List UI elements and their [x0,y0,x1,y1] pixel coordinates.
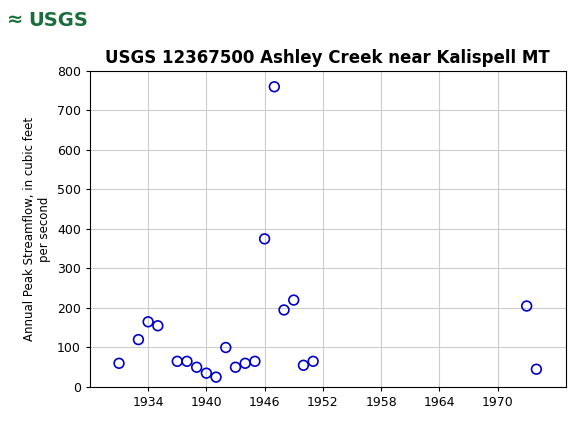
Point [250,358,259,365]
Point [134,336,143,343]
Point [299,362,308,369]
Point [153,322,162,329]
Title: USGS 12367500 Ashley Creek near Kalispell MT: USGS 12367500 Ashley Creek near Kalispel… [106,49,550,67]
Text: ≈: ≈ [7,10,23,29]
Point [221,344,230,351]
Point [182,358,191,365]
Point [241,360,250,367]
Point [173,358,182,365]
Point [202,370,211,377]
Y-axis label: Annual Peak Streamflow, in cubic feet
per second: Annual Peak Streamflow, in cubic feet pe… [23,117,51,341]
Point [260,235,269,242]
Bar [3,3,78,37]
Point [522,303,531,310]
Point [532,366,541,373]
Point [114,360,124,367]
Point [309,358,318,365]
Text: USGS: USGS [28,11,88,30]
Point [192,364,201,371]
Point [280,307,289,313]
Point [143,318,153,325]
Point [289,297,298,304]
Point [212,374,221,381]
Point [270,83,279,90]
Point [231,364,240,371]
